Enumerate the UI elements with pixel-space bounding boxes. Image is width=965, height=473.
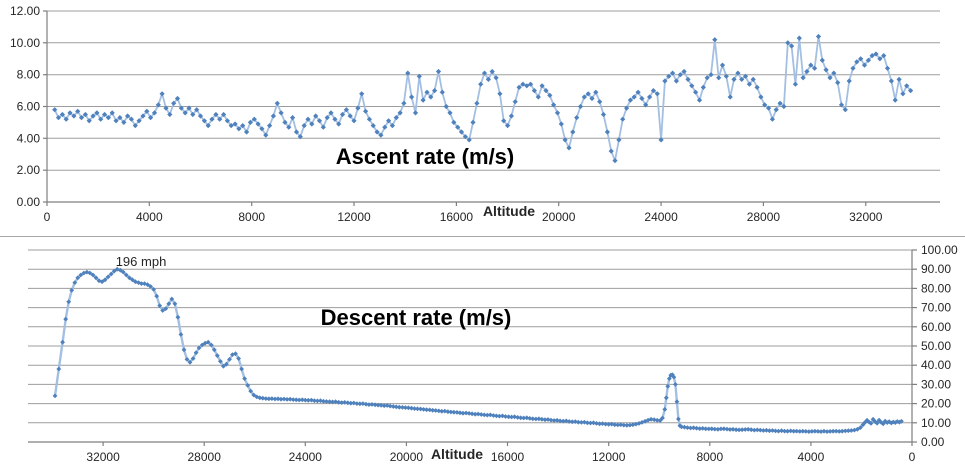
y-tick-label: 2.00 <box>17 163 41 177</box>
y-tick-label: 50.00 <box>921 339 951 353</box>
x-tick-label: 24000 <box>289 450 323 464</box>
x-tick-label: 12000 <box>592 450 626 464</box>
series-markers <box>52 266 904 434</box>
x-tick-label: 28000 <box>747 210 781 224</box>
y-tick-label: 60.00 <box>921 320 951 334</box>
y-tick-label: 0.00 <box>17 195 41 209</box>
chart-title: Ascent rate (m/s) <box>336 144 515 169</box>
x-tick-label: 4000 <box>798 450 825 464</box>
y-tick-label: 0.00 <box>921 435 945 449</box>
y-tick-label: 80.00 <box>921 281 951 295</box>
x-tick-label: 4000 <box>136 210 163 224</box>
x-tick-label: 20000 <box>390 450 424 464</box>
y-tick-label: 90.00 <box>921 262 951 276</box>
x-tick-label: 8000 <box>696 450 723 464</box>
x-axis-title: Altitude <box>431 446 483 462</box>
y-tick-label: 30.00 <box>921 377 951 391</box>
y-tick-label: 10.00 <box>921 416 951 430</box>
x-tick-label: 16000 <box>491 450 525 464</box>
x-tick-label: 28000 <box>188 450 222 464</box>
x-tick-label: 16000 <box>440 210 474 224</box>
y-tick-label: 4.00 <box>17 131 41 145</box>
x-tick-label: 0 <box>909 450 916 464</box>
y-tick-label: 40.00 <box>921 358 951 372</box>
x-tick-label: 12000 <box>337 210 371 224</box>
y-tick-label: 10.00 <box>10 36 40 50</box>
y-tick-label: 12.00 <box>10 4 40 18</box>
data-annotation: 196 mph <box>116 254 167 269</box>
x-tick-label: 20000 <box>542 210 576 224</box>
x-tick-label: 32000 <box>86 450 120 464</box>
chart-title: Descent rate (m/s) <box>321 305 512 330</box>
y-tick-label: 100.00 <box>921 243 958 257</box>
x-axis-title: Altitude <box>483 203 535 219</box>
y-tick-label: 8.00 <box>17 68 41 82</box>
y-tick-label: 6.00 <box>17 100 41 114</box>
x-tick-label: 32000 <box>849 210 883 224</box>
series-line <box>53 268 903 433</box>
series-line <box>53 35 912 162</box>
x-tick-label: 0 <box>44 210 51 224</box>
x-tick-label: 24000 <box>644 210 678 224</box>
x-tick-label: 8000 <box>238 210 265 224</box>
y-tick-label: 70.00 <box>921 301 951 315</box>
y-tick-label: 20.00 <box>921 397 951 411</box>
